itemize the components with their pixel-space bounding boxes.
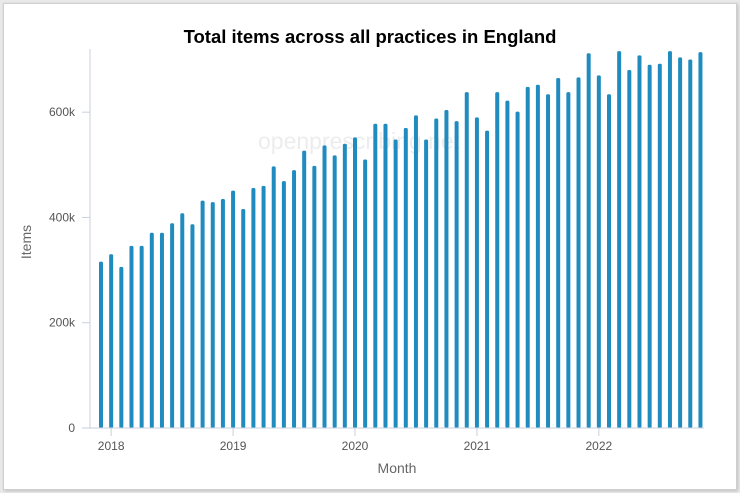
bar-2019-02[interactable]: [241, 209, 246, 428]
bar-2022-02[interactable]: [607, 94, 611, 429]
bar-2022-06[interactable]: [647, 64, 652, 428]
bar-2018-03[interactable]: [129, 245, 134, 428]
bar-2021-09[interactable]: [556, 77, 561, 428]
bar-2020-08[interactable]: [424, 139, 429, 429]
bars-group: [99, 51, 703, 429]
x-axis-label: Month: [378, 460, 417, 476]
bar-2019-06[interactable]: [281, 181, 286, 428]
x-tick-label: 2021: [464, 439, 491, 453]
bar-2020-11[interactable]: [454, 121, 459, 429]
bar-2020-02[interactable]: [363, 159, 368, 429]
bar-2021-07[interactable]: [535, 84, 540, 428]
bar-2020-03[interactable]: [373, 123, 378, 428]
bar-2019-09[interactable]: [312, 165, 317, 429]
bar-2019-05[interactable]: [271, 166, 276, 428]
bar-2018-04[interactable]: [139, 245, 144, 428]
bar-2018-08[interactable]: [180, 213, 185, 428]
bar-2022-01[interactable]: [596, 75, 601, 428]
bar-2022-05[interactable]: [637, 55, 642, 428]
bar-2018-11[interactable]: [210, 202, 215, 428]
bar-2018-10[interactable]: [200, 200, 205, 428]
bar-2022-08[interactable]: [667, 51, 672, 429]
x-tick-label: 2019: [220, 439, 247, 453]
bar-2021-01[interactable]: [474, 117, 479, 429]
bar-2020-12[interactable]: [464, 92, 469, 428]
bar-2020-01[interactable]: [353, 137, 357, 428]
y-ticks-group: 0 200k 400k 600k: [49, 105, 90, 435]
bar-2019-12[interactable]: [342, 143, 347, 428]
bar-2018-09[interactable]: [190, 224, 195, 428]
chart-title: Total items across all practices in Engl…: [184, 26, 557, 47]
bar-2019-11[interactable]: [332, 155, 337, 428]
bar-2017-12[interactable]: [99, 261, 103, 428]
y-tick-label: 200k: [49, 316, 76, 330]
bar-2020-04[interactable]: [383, 123, 388, 428]
bar-2018-07[interactable]: [170, 223, 175, 428]
bar-2021-11[interactable]: [576, 77, 581, 429]
bar-2021-05[interactable]: [515, 111, 520, 428]
x-tick-label: 2018: [98, 439, 125, 453]
y-tick-label: 600k: [49, 105, 76, 119]
bar-2018-02[interactable]: [119, 266, 124, 428]
bar-2020-09[interactable]: [434, 118, 439, 428]
bar-2019-08[interactable]: [302, 150, 307, 428]
y-axis-label: Items: [18, 225, 34, 259]
bar-2019-04[interactable]: [261, 185, 266, 428]
bar-2020-06[interactable]: [403, 127, 408, 429]
x-tick-label: 2020: [342, 439, 369, 453]
bar-2019-01[interactable]: [231, 190, 236, 428]
bar-2021-06[interactable]: [525, 86, 530, 429]
bar-2020-10[interactable]: [444, 110, 449, 428]
bar-2019-10[interactable]: [322, 145, 327, 428]
watermark: openprescribing.net: [258, 128, 461, 154]
bar-2021-03[interactable]: [495, 92, 500, 428]
bar-2021-12[interactable]: [586, 53, 591, 429]
bar-2022-07[interactable]: [657, 63, 662, 429]
bar-2022-11[interactable]: [698, 52, 703, 428]
bar-2022-09[interactable]: [678, 57, 683, 429]
bar-2018-12[interactable]: [220, 199, 225, 428]
bar-2021-02[interactable]: [485, 130, 490, 428]
y-tick-label: 0: [68, 421, 75, 435]
bar-2020-07[interactable]: [413, 115, 418, 428]
bar-2022-03[interactable]: [617, 51, 622, 429]
bar-2018-01[interactable]: [109, 254, 114, 428]
bar-2019-07[interactable]: [292, 170, 297, 428]
bar-2018-05[interactable]: [149, 232, 154, 428]
bar-2018-06[interactable]: [159, 232, 164, 428]
chart-container: Total items across all practices in Engl…: [3, 3, 737, 490]
bar-2021-10[interactable]: [566, 92, 571, 428]
y-tick-label: 400k: [49, 210, 76, 224]
bar-2022-04[interactable]: [627, 70, 632, 428]
bar-2021-08[interactable]: [546, 94, 551, 429]
chart: Total items across all practices in Engl…: [18, 26, 704, 476]
bar-2019-03[interactable]: [251, 187, 256, 428]
bar-2022-10[interactable]: [688, 59, 693, 428]
x-ticks-group: 2018 2019 2020 2021 2022: [98, 428, 613, 453]
x-tick-label: 2022: [585, 439, 612, 453]
bar-2021-04[interactable]: [505, 100, 510, 428]
bar-2020-05[interactable]: [393, 139, 398, 429]
